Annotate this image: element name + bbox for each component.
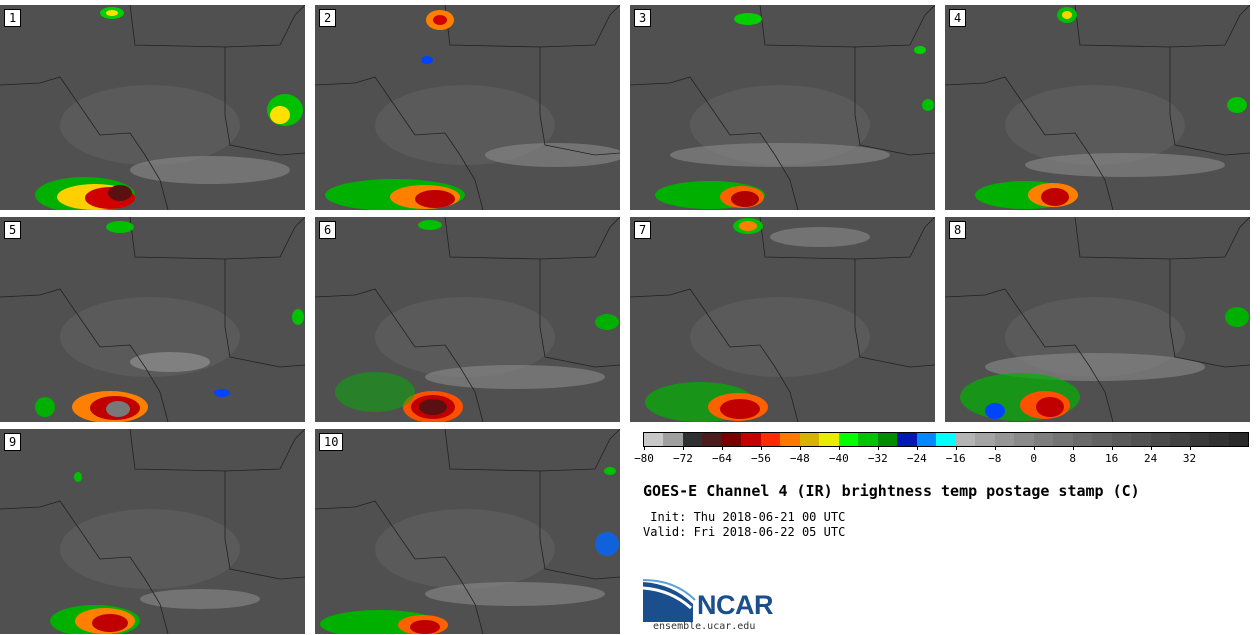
colorbar-segment bbox=[819, 433, 839, 446]
colorbar-segment bbox=[1014, 433, 1034, 446]
map-panel-7: 7 bbox=[630, 217, 935, 422]
colorbar-ticks: −80 −72 −64 −56 −48 −40 −32 −24 −16 −8 0 8 16 24 32 bbox=[634, 446, 1249, 468]
map-graphic bbox=[315, 429, 620, 634]
colorbar-segment bbox=[760, 433, 781, 446]
site-url: ensemble.ucar.edu bbox=[653, 621, 756, 632]
map-graphic bbox=[630, 217, 935, 422]
map-graphic bbox=[945, 217, 1250, 422]
colorbar-segment bbox=[1150, 433, 1171, 446]
colorbar-segment bbox=[1228, 433, 1249, 446]
panel-label: 5 bbox=[4, 221, 22, 239]
map-graphic bbox=[945, 5, 1250, 210]
panel-label: 9 bbox=[4, 433, 22, 451]
map-panel-3: 3 bbox=[630, 5, 935, 210]
colorbar-tick-label: −72 bbox=[673, 452, 693, 465]
colorbar-tick bbox=[799, 446, 801, 450]
colorbar-segment bbox=[682, 433, 703, 446]
colorbar-segment bbox=[955, 433, 976, 446]
colorbar-segment bbox=[741, 433, 761, 446]
colorbar bbox=[643, 432, 1249, 447]
map-panel-8: 8 bbox=[945, 217, 1250, 422]
panel-label: 6 bbox=[319, 221, 337, 239]
map-graphic bbox=[630, 5, 935, 210]
colorbar-segment bbox=[721, 433, 742, 446]
colorbar-segment bbox=[1072, 433, 1093, 446]
colorbar-segment bbox=[1189, 433, 1210, 446]
colorbar-tick-label: −16 bbox=[945, 452, 966, 465]
map-panel-6: 6 bbox=[315, 217, 620, 422]
colorbar-tick-label: −64 bbox=[711, 452, 732, 465]
colorbar-segment bbox=[858, 433, 878, 446]
colorbar-segment bbox=[702, 433, 722, 446]
map-graphic bbox=[315, 5, 620, 210]
colorbar-tick bbox=[955, 446, 957, 450]
colorbar-segment bbox=[838, 433, 859, 446]
colorbar-tick-label: 0 bbox=[1030, 452, 1037, 465]
colorbar-tick bbox=[644, 446, 645, 450]
colorbar-tick bbox=[721, 446, 723, 450]
colorbar-tick-label: −24 bbox=[906, 452, 927, 465]
colorbar-tick bbox=[760, 446, 762, 450]
colorbar-tick bbox=[1033, 446, 1035, 450]
colorbar-segment bbox=[1092, 433, 1112, 446]
colorbar-segment bbox=[975, 433, 995, 446]
colorbar-segment bbox=[1131, 433, 1151, 446]
colorbar-segment bbox=[1053, 433, 1073, 446]
map-panel-10: 10 bbox=[315, 429, 620, 634]
figure-title: GOES-E Channel 4 (IR) brightness temp po… bbox=[643, 482, 1140, 500]
map-panel-1: 1 bbox=[0, 5, 305, 210]
colorbar-tick-label: −32 bbox=[867, 452, 888, 465]
logo-text: NCAR bbox=[697, 590, 774, 620]
colorbar-segment bbox=[799, 433, 820, 446]
colorbar-tick bbox=[838, 446, 840, 450]
colorbar-segment bbox=[1170, 433, 1190, 446]
colorbar-tick-label: −56 bbox=[750, 452, 771, 465]
colorbar-segment bbox=[644, 433, 664, 446]
colorbar-tick bbox=[1072, 446, 1074, 450]
colorbar-tick-label: −40 bbox=[828, 452, 849, 465]
colorbar-segment bbox=[1111, 433, 1132, 446]
map-panel-9: 9 bbox=[0, 429, 305, 634]
colorbar-tick bbox=[877, 446, 879, 450]
map-graphic bbox=[0, 217, 305, 422]
panel-label: 3 bbox=[634, 9, 652, 27]
colorbar-tick-label: 8 bbox=[1069, 452, 1076, 465]
map-graphic bbox=[0, 429, 305, 634]
init-time: Init: Thu 2018-06-21 00 UTC bbox=[643, 510, 846, 524]
colorbar-tick bbox=[1189, 446, 1191, 450]
panel-label: 8 bbox=[949, 221, 967, 239]
colorbar-segment bbox=[663, 433, 683, 446]
colorbar-segment bbox=[780, 433, 800, 446]
colorbar-tick bbox=[1150, 446, 1152, 450]
ncar-logo-icon bbox=[643, 579, 696, 622]
colorbar-tick bbox=[682, 446, 684, 450]
colorbar-segment bbox=[1033, 433, 1054, 446]
colorbar-segment bbox=[936, 433, 956, 446]
panel-label: 4 bbox=[949, 9, 967, 27]
colorbar-tick-label: −80 bbox=[634, 452, 654, 465]
colorbar-tick bbox=[994, 446, 996, 450]
map-graphic bbox=[0, 5, 305, 210]
map-panel-4: 4 bbox=[945, 5, 1250, 210]
colorbar-tick-label: −8 bbox=[988, 452, 1002, 465]
map-panel-2: 2 bbox=[315, 5, 620, 210]
valid-time: Valid: Fri 2018-06-22 05 UTC bbox=[643, 525, 846, 539]
colorbar-segment bbox=[1209, 433, 1229, 446]
colorbar-tick bbox=[1111, 446, 1113, 450]
colorbar-segment bbox=[897, 433, 917, 446]
panel-label: 10 bbox=[319, 433, 344, 451]
panel-label: 7 bbox=[634, 221, 652, 239]
colorbar-tick-label: 24 bbox=[1143, 452, 1158, 465]
panel-label: 2 bbox=[319, 9, 337, 27]
colorbar-tick-label: −48 bbox=[789, 452, 810, 465]
colorbar-tick-label: 16 bbox=[1104, 452, 1119, 465]
colorbar-segment bbox=[877, 433, 898, 446]
colorbar-segment bbox=[994, 433, 1015, 446]
map-graphic bbox=[315, 217, 620, 422]
colorbar-tick bbox=[916, 446, 918, 450]
colorbar-tick-label: 32 bbox=[1182, 452, 1197, 465]
colorbar-segment bbox=[916, 433, 937, 446]
panel-label: 1 bbox=[4, 9, 22, 27]
map-panel-5: 5 bbox=[0, 217, 305, 422]
